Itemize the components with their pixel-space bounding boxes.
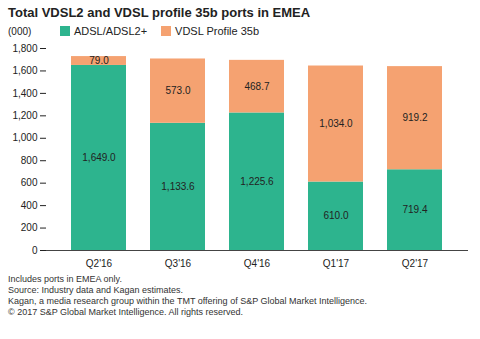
svg-text:1,649.0: 1,649.0	[82, 152, 116, 163]
svg-text:200: 200	[21, 222, 38, 233]
svg-text:Q3'16: Q3'16	[165, 258, 192, 269]
svg-text:Q2'16: Q2'16	[86, 258, 113, 269]
svg-text:1,000: 1,000	[12, 132, 37, 143]
svg-text:1,800: 1,800	[12, 43, 37, 54]
svg-text:800: 800	[21, 155, 38, 166]
svg-text:1,400: 1,400	[12, 88, 37, 99]
svg-text:600: 600	[21, 177, 38, 188]
svg-text:Q1'17: Q1'17	[323, 258, 350, 269]
html-text:VDSL Profile 35b: VDSL Profile 35b	[175, 25, 260, 37]
svg-text:Q2'17: Q2'17	[402, 258, 429, 269]
svg-text:573.0: 573.0	[165, 85, 190, 96]
html-text:Source: Industry data and Kaga: Source: Industry data and Kagan estimate…	[8, 285, 184, 295]
html-text:Includes ports in EMEA only.: Includes ports in EMEA only.	[8, 274, 122, 284]
svg-text:468.7: 468.7	[244, 81, 269, 92]
html-text:© 2017 S&P Global Market Intel: © 2017 S&P Global Market Intelligence. A…	[8, 307, 244, 317]
svg-text:400: 400	[21, 200, 38, 211]
svg-text:79.0: 79.0	[89, 55, 109, 66]
html-text:Total VDSL2 and VDSL profile 3: Total VDSL2 and VDSL profile 35b ports i…	[8, 5, 311, 20]
html-text:Kagan, a media research group: Kagan, a media research group within the…	[8, 296, 367, 306]
svg-text:1,200: 1,200	[12, 110, 37, 121]
svg-text:1,225.6: 1,225.6	[240, 176, 274, 187]
svg-text:Q4'16: Q4'16	[244, 258, 271, 269]
svg-text:1,133.6: 1,133.6	[161, 181, 195, 192]
svg-text:1,034.0: 1,034.0	[319, 118, 353, 129]
svg-text:610.0: 610.0	[323, 210, 348, 221]
svg-text:719.4: 719.4	[402, 204, 427, 215]
svg-text:919.2: 919.2	[402, 112, 427, 123]
svg-text:1,600: 1,600	[12, 65, 37, 76]
html-text:(000): (000)	[8, 26, 32, 37]
svg-text:0: 0	[32, 245, 38, 256]
html-text:ADSL/ADSL2+: ADSL/ADSL2+	[74, 25, 148, 37]
